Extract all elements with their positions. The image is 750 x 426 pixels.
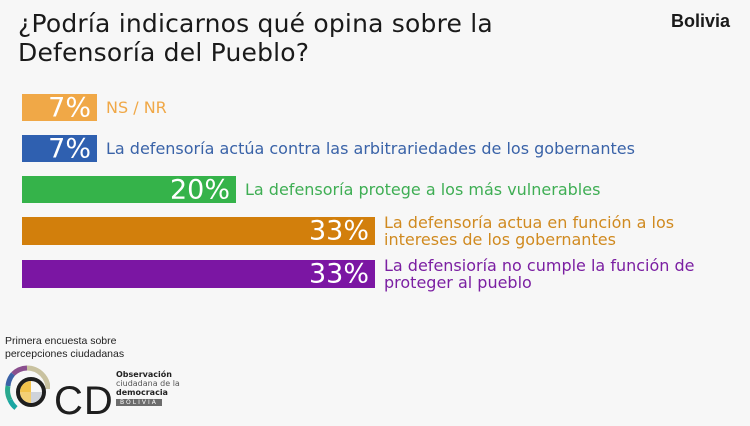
label-line: proteger al pueblo [384, 273, 532, 292]
label-line: NS / NR [106, 98, 167, 117]
caption-line-1: Primera encuesta sobre [5, 335, 117, 347]
bar-value-label: 33% [308, 258, 369, 290]
bar-value-label: 20% [169, 174, 230, 205]
bar-category-label: La defensoría actúa contra las arbitrari… [106, 140, 635, 157]
label-line: intereses de los gobernantes [384, 230, 616, 249]
bar-5: 33% [22, 260, 375, 288]
logo-line-3: democracia [116, 388, 168, 397]
logo-letters: OCDCD [54, 379, 114, 423]
ocd-logo: OCDCD Observación ciudadana de la democr… [4, 364, 204, 423]
logo-line-2: ciudadana de la [116, 379, 180, 388]
country-label: Bolivia [670, 11, 730, 31]
bar-1: 7% [22, 94, 97, 121]
bar-category-label: La defensoría actua en función a los inte… [384, 214, 674, 248]
label-line: La defensoría actua en función a los [384, 213, 675, 232]
label-line: La defensoría actúa contra las arbitrari… [106, 139, 635, 158]
logo-line-4: BOLIVIA [116, 399, 162, 406]
bar-value-label: 33% [308, 215, 369, 247]
bar-4: 33% [22, 217, 375, 245]
survey-caption: Primera encuesta sobre percepciones ciud… [5, 335, 124, 361]
bar-category-label: La defensioría no cumple la función de pr… [384, 257, 694, 291]
bar-value-label: 7% [48, 133, 91, 164]
caption-line-2: percepciones ciudadanas [5, 348, 125, 360]
bar-category-label: La defensoría protege a los más vulnerab… [245, 181, 600, 198]
logo-line-1: Observación [116, 370, 172, 379]
chart-title: ¿Podría indicarnos qué opina sobre la De… [18, 9, 493, 67]
bar-2: 7% [22, 135, 97, 162]
title-line-2: Defensoría del Pueblo? [18, 38, 310, 67]
label-line: La defensioría no cumple la función de [384, 256, 695, 275]
bar-chart: 7% NS / NR 7% La defensoría actúa contra la… [22, 94, 694, 291]
ocd-logo-ring-icon [5, 365, 50, 410]
bar-3: 20% [22, 176, 236, 203]
label-line: La defensoría protege a los más vulnerab… [245, 180, 601, 199]
logo-subtitle: Observación ciudadana de la democracia B… [116, 370, 180, 406]
title-line-1: ¿Podría indicarnos qué opina sobre la [18, 9, 493, 38]
bar-category-label: NS / NR [106, 99, 167, 116]
bar-value-label: 7% [48, 92, 91, 123]
